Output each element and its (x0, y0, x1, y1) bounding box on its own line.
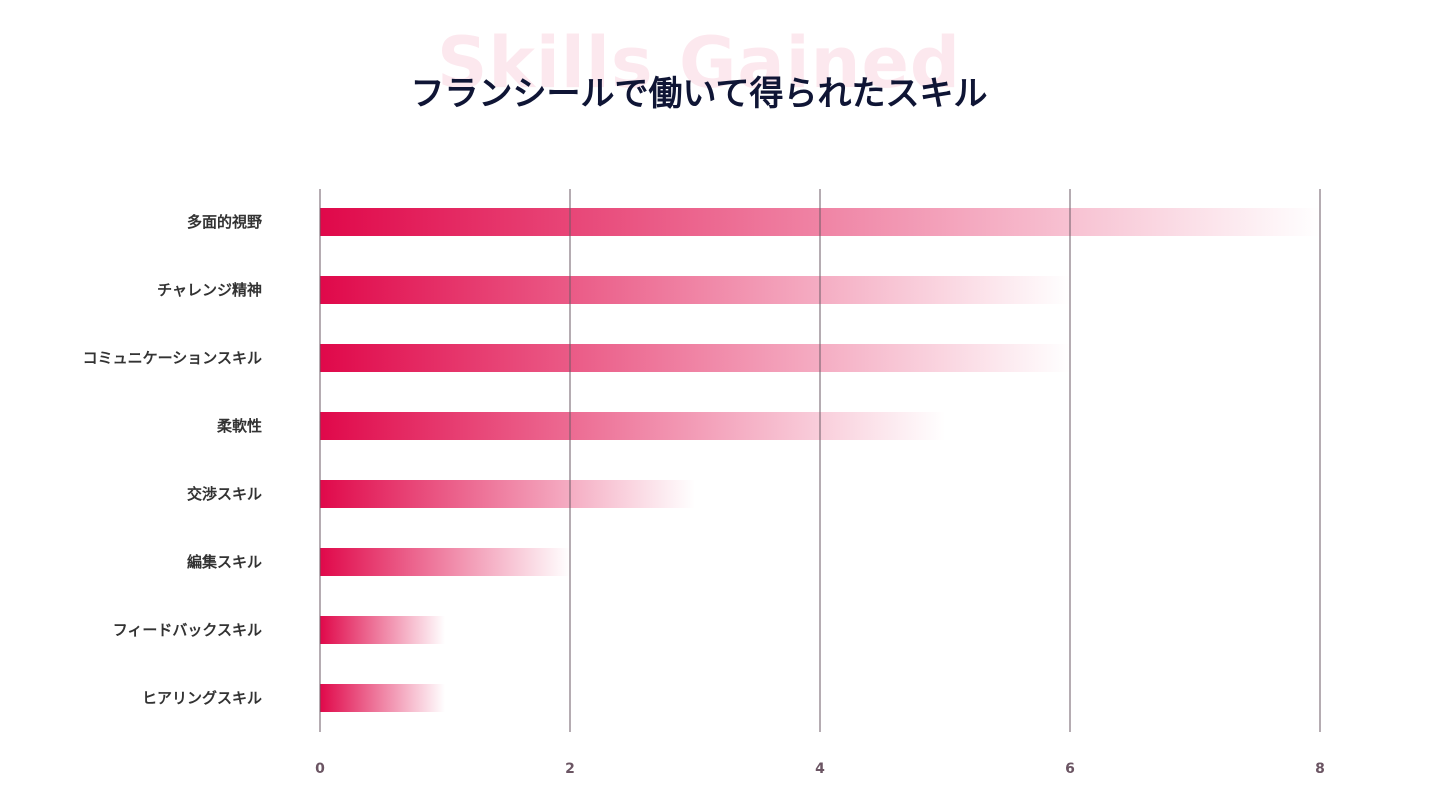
category-label: 編集スキル (187, 553, 262, 571)
x-tick-label: 0 (315, 761, 325, 777)
category-label: フィードバックスキル (113, 621, 262, 639)
category-label: 交渉スキル (187, 485, 262, 503)
x-tick-label: 4 (815, 761, 825, 777)
category-label: ヒアリングスキル (142, 689, 262, 707)
gridlines-layer (319, 189, 1321, 732)
tick-labels-layer: 0 2 4 6 8 (315, 761, 1325, 777)
category-labels-layer: 多面的視野チャレンジ精神コミュニケーションスキル柔軟性交渉スキル編集スキルフィー… (83, 213, 262, 707)
category-label: コミュニケーションスキル (83, 349, 262, 367)
bar-3 (320, 344, 1070, 372)
bar-7 (320, 616, 445, 644)
bar-6 (320, 548, 570, 576)
category-label: 柔軟性 (217, 417, 262, 435)
bar-4 (320, 412, 945, 440)
bar-2 (320, 276, 1070, 304)
category-label: チャレンジ精神 (157, 281, 262, 299)
x-tick-label: 6 (1065, 761, 1075, 777)
background-watermark-text: Skills Gained (436, 22, 962, 104)
x-tick-label: 8 (1315, 761, 1325, 777)
x-tick-label: 2 (565, 761, 575, 777)
chart-title: フランシールで働いて得られたスキル (410, 74, 988, 114)
bars-layer (320, 208, 1320, 712)
category-label: 多面的視野 (187, 213, 262, 231)
bar-8 (320, 684, 445, 712)
bar-5 (320, 480, 695, 508)
